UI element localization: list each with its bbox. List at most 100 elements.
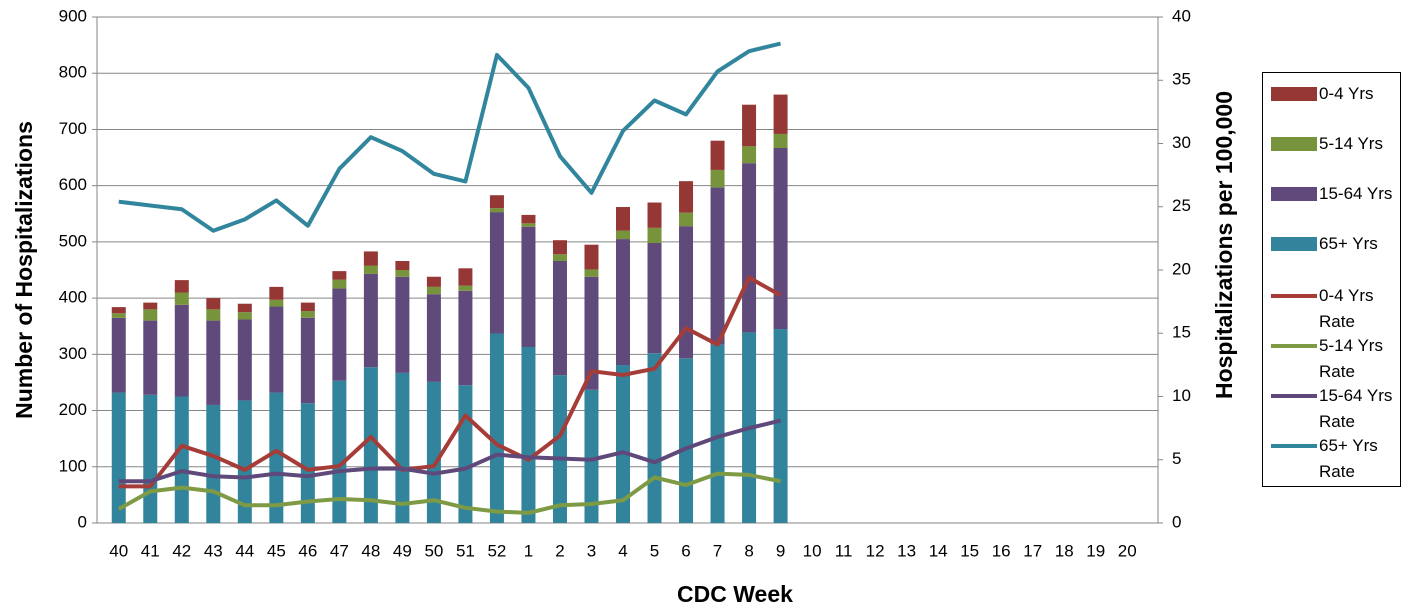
bar-segment bbox=[773, 94, 788, 134]
bar-segment bbox=[111, 313, 126, 318]
bar-segment bbox=[679, 212, 694, 227]
bar-segment bbox=[300, 302, 315, 312]
legend-label: 15-64 Yrs bbox=[1319, 184, 1393, 203]
line bbox=[118, 418, 782, 484]
y-tick-label: 400 bbox=[59, 288, 87, 307]
bar-segment bbox=[521, 214, 536, 224]
y2-tick-label: 5 bbox=[1172, 449, 1181, 468]
bar-segment bbox=[111, 307, 126, 314]
legend-item: 0-4 Yrs bbox=[1271, 81, 1399, 107]
bar-segment bbox=[363, 273, 378, 368]
y2-axis-title: Hospitalizations per 100,000 bbox=[1211, 91, 1237, 399]
legend-swatch bbox=[1271, 137, 1317, 151]
bar-segment bbox=[552, 375, 567, 523]
y2-tick-label: 30 bbox=[1172, 133, 1191, 152]
bar-segment bbox=[206, 320, 221, 405]
legend-label: 5-14 Yrs bbox=[1319, 134, 1383, 153]
bar-segment bbox=[269, 306, 284, 393]
bar-segment bbox=[710, 187, 725, 345]
bar-segment bbox=[395, 270, 410, 277]
bar-segment bbox=[426, 286, 441, 295]
legend-label: 5-14 Yrs Rate bbox=[1319, 336, 1383, 381]
bar-segment bbox=[773, 133, 788, 148]
x-tick-label: 12 bbox=[866, 541, 885, 560]
bar-segment bbox=[395, 276, 410, 373]
bar-segment bbox=[426, 381, 441, 523]
x-tick-label: 8 bbox=[744, 541, 753, 560]
bar-segment bbox=[552, 261, 567, 376]
bar-segment bbox=[521, 223, 536, 227]
legend-label: 0-4 Yrs Rate bbox=[1319, 286, 1374, 331]
bar-segment bbox=[584, 276, 599, 390]
y-tick-label: 700 bbox=[59, 119, 87, 138]
bar-segment bbox=[143, 320, 158, 395]
x-tick-label: 1 bbox=[524, 541, 533, 560]
y-tick-label: 300 bbox=[59, 344, 87, 363]
legend-item: 65+ Yrs Rate bbox=[1271, 433, 1399, 485]
bar-segment bbox=[458, 268, 473, 286]
bar-segment bbox=[773, 147, 788, 330]
bar-segment bbox=[521, 347, 536, 523]
x-tick-label: 52 bbox=[487, 541, 506, 560]
x-tick-label: 7 bbox=[713, 541, 722, 560]
bar-segment bbox=[742, 104, 757, 147]
x-tick-label: 44 bbox=[235, 541, 254, 560]
bar-segment bbox=[395, 261, 410, 270]
bar-segment bbox=[489, 333, 504, 523]
bar-segment bbox=[458, 285, 473, 291]
bar-segment bbox=[237, 319, 252, 401]
bar-segment bbox=[237, 312, 252, 320]
x-tick-label: 9 bbox=[776, 541, 785, 560]
bar-segment bbox=[143, 309, 158, 321]
y-tick-label: 800 bbox=[59, 63, 87, 82]
x-tick-label: 42 bbox=[172, 541, 191, 560]
bar-segment bbox=[300, 311, 315, 318]
x-tick-label: 46 bbox=[298, 541, 317, 560]
bar-segment bbox=[332, 380, 347, 523]
bar-segment bbox=[269, 286, 284, 300]
legend: 0-4 Yrs 5-14 Yrs 15-64 Yrs 65+ Yrs 0-4 Yrs R… bbox=[1262, 72, 1401, 487]
bar-segment bbox=[552, 240, 567, 255]
x-tick-label: 6 bbox=[681, 541, 690, 560]
bar-segment bbox=[773, 329, 788, 523]
bar-segment bbox=[300, 403, 315, 523]
y2-tick-label: 25 bbox=[1172, 196, 1191, 215]
bar-segment bbox=[206, 309, 221, 321]
y2-tick-label: 0 bbox=[1172, 512, 1181, 531]
bar-segment bbox=[616, 207, 630, 231]
bar-segment bbox=[332, 288, 347, 381]
line bbox=[118, 41, 782, 233]
bar-segment bbox=[174, 292, 189, 305]
bar-segment bbox=[174, 304, 189, 397]
x-tick-label: 50 bbox=[424, 541, 443, 560]
x-tick-label: 3 bbox=[587, 541, 596, 560]
x-tick-label: 40 bbox=[109, 541, 128, 560]
x-tick-label: 4 bbox=[618, 541, 627, 560]
bar-segment bbox=[647, 353, 662, 523]
legend-swatch bbox=[1271, 394, 1317, 398]
y-tick-label: 200 bbox=[59, 400, 87, 419]
bar-segment bbox=[489, 212, 504, 334]
bar-segment bbox=[458, 385, 473, 523]
y-tick-label: 0 bbox=[78, 512, 87, 531]
bar-segment bbox=[332, 271, 347, 280]
x-tick-label: 41 bbox=[141, 541, 160, 560]
bar-segment bbox=[521, 226, 536, 348]
bar-segment bbox=[489, 208, 504, 213]
legend-item: 15-64 Yrs Rate bbox=[1271, 383, 1399, 435]
x-tick-label: 48 bbox=[361, 541, 380, 560]
bar-segment bbox=[647, 243, 662, 354]
x-tick-label: 11 bbox=[835, 541, 853, 560]
bar-segment bbox=[679, 226, 694, 359]
bar-segment bbox=[489, 195, 504, 209]
legend-item: 15-64 Yrs bbox=[1271, 181, 1399, 207]
bar-segment bbox=[269, 392, 284, 523]
x-tick-label: 47 bbox=[330, 541, 349, 560]
bar-segment bbox=[111, 392, 126, 523]
y2-tick-label: 20 bbox=[1172, 259, 1191, 278]
x-tick-label: 16 bbox=[992, 541, 1011, 560]
x-tick-label: 20 bbox=[1118, 541, 1137, 560]
legend-swatch bbox=[1271, 187, 1317, 201]
